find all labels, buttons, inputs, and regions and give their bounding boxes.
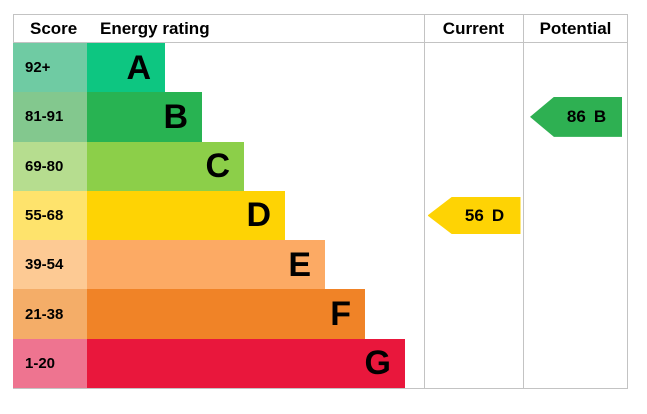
potential-score: 86 — [566, 106, 586, 126]
band-bar-g: G — [87, 338, 405, 388]
table-right-border — [627, 14, 628, 389]
band-score-range: 55-68 — [13, 190, 87, 241]
band-bar-e: E — [87, 240, 325, 290]
band-row-c: 69-80 C — [13, 141, 628, 191]
band-row-d: 55-68 D — [13, 190, 628, 241]
band-bar-a: A — [87, 43, 165, 93]
band-rows: 92+ A 81-91 B 69-80 C 55-68 D 39-54 E 21… — [13, 43, 628, 388]
band-letter: B — [163, 97, 188, 136]
band-letter: D — [246, 196, 271, 235]
band-score-range: 69-80 — [13, 141, 87, 191]
current-score: 56 — [464, 205, 484, 225]
table-bottom-border — [13, 388, 628, 389]
band-letter: E — [288, 245, 311, 284]
band-bar-b: B — [87, 92, 202, 142]
table-header: Score Energy rating Current Potential — [13, 15, 628, 42]
band-letter: G — [364, 344, 391, 383]
header-left-border — [13, 14, 14, 42]
band-letter: A — [126, 48, 151, 87]
energy-rating-column-header: Energy rating — [100, 18, 210, 38]
potential-rating-arrow: 86 B — [530, 96, 622, 137]
band-row-a: 92+ A — [13, 43, 628, 93]
current-letter: D — [491, 205, 506, 225]
epc-table: Score Energy rating Current Potential 92… — [13, 14, 628, 389]
score-column-header: Score — [30, 18, 78, 38]
band-bar-c: C — [87, 141, 244, 191]
band-score-range: 81-91 — [13, 92, 87, 142]
band-score-range: 39-54 — [13, 240, 87, 290]
band-score-range: 21-38 — [13, 289, 87, 339]
current-column-header: Current — [442, 18, 505, 38]
band-letter: C — [205, 147, 230, 186]
current-column-left-border — [424, 14, 425, 389]
potential-column-header: Potential — [539, 18, 612, 38]
potential-column-left-border — [523, 14, 524, 389]
band-row-e: 39-54 E — [13, 240, 628, 290]
band-row-f: 21-38 F — [13, 289, 628, 339]
band-row-b: 81-91 B — [13, 92, 628, 142]
band-letter: F — [330, 295, 351, 334]
potential-letter: B — [593, 106, 608, 126]
band-bar-d: D — [87, 190, 285, 241]
band-row-g: 1-20 G — [13, 338, 628, 388]
table-top-border — [13, 14, 628, 15]
band-score-range: 92+ — [13, 43, 87, 93]
header-bottom-border — [13, 42, 628, 43]
band-score-range: 1-20 — [13, 338, 87, 388]
band-bar-f: F — [87, 289, 365, 339]
